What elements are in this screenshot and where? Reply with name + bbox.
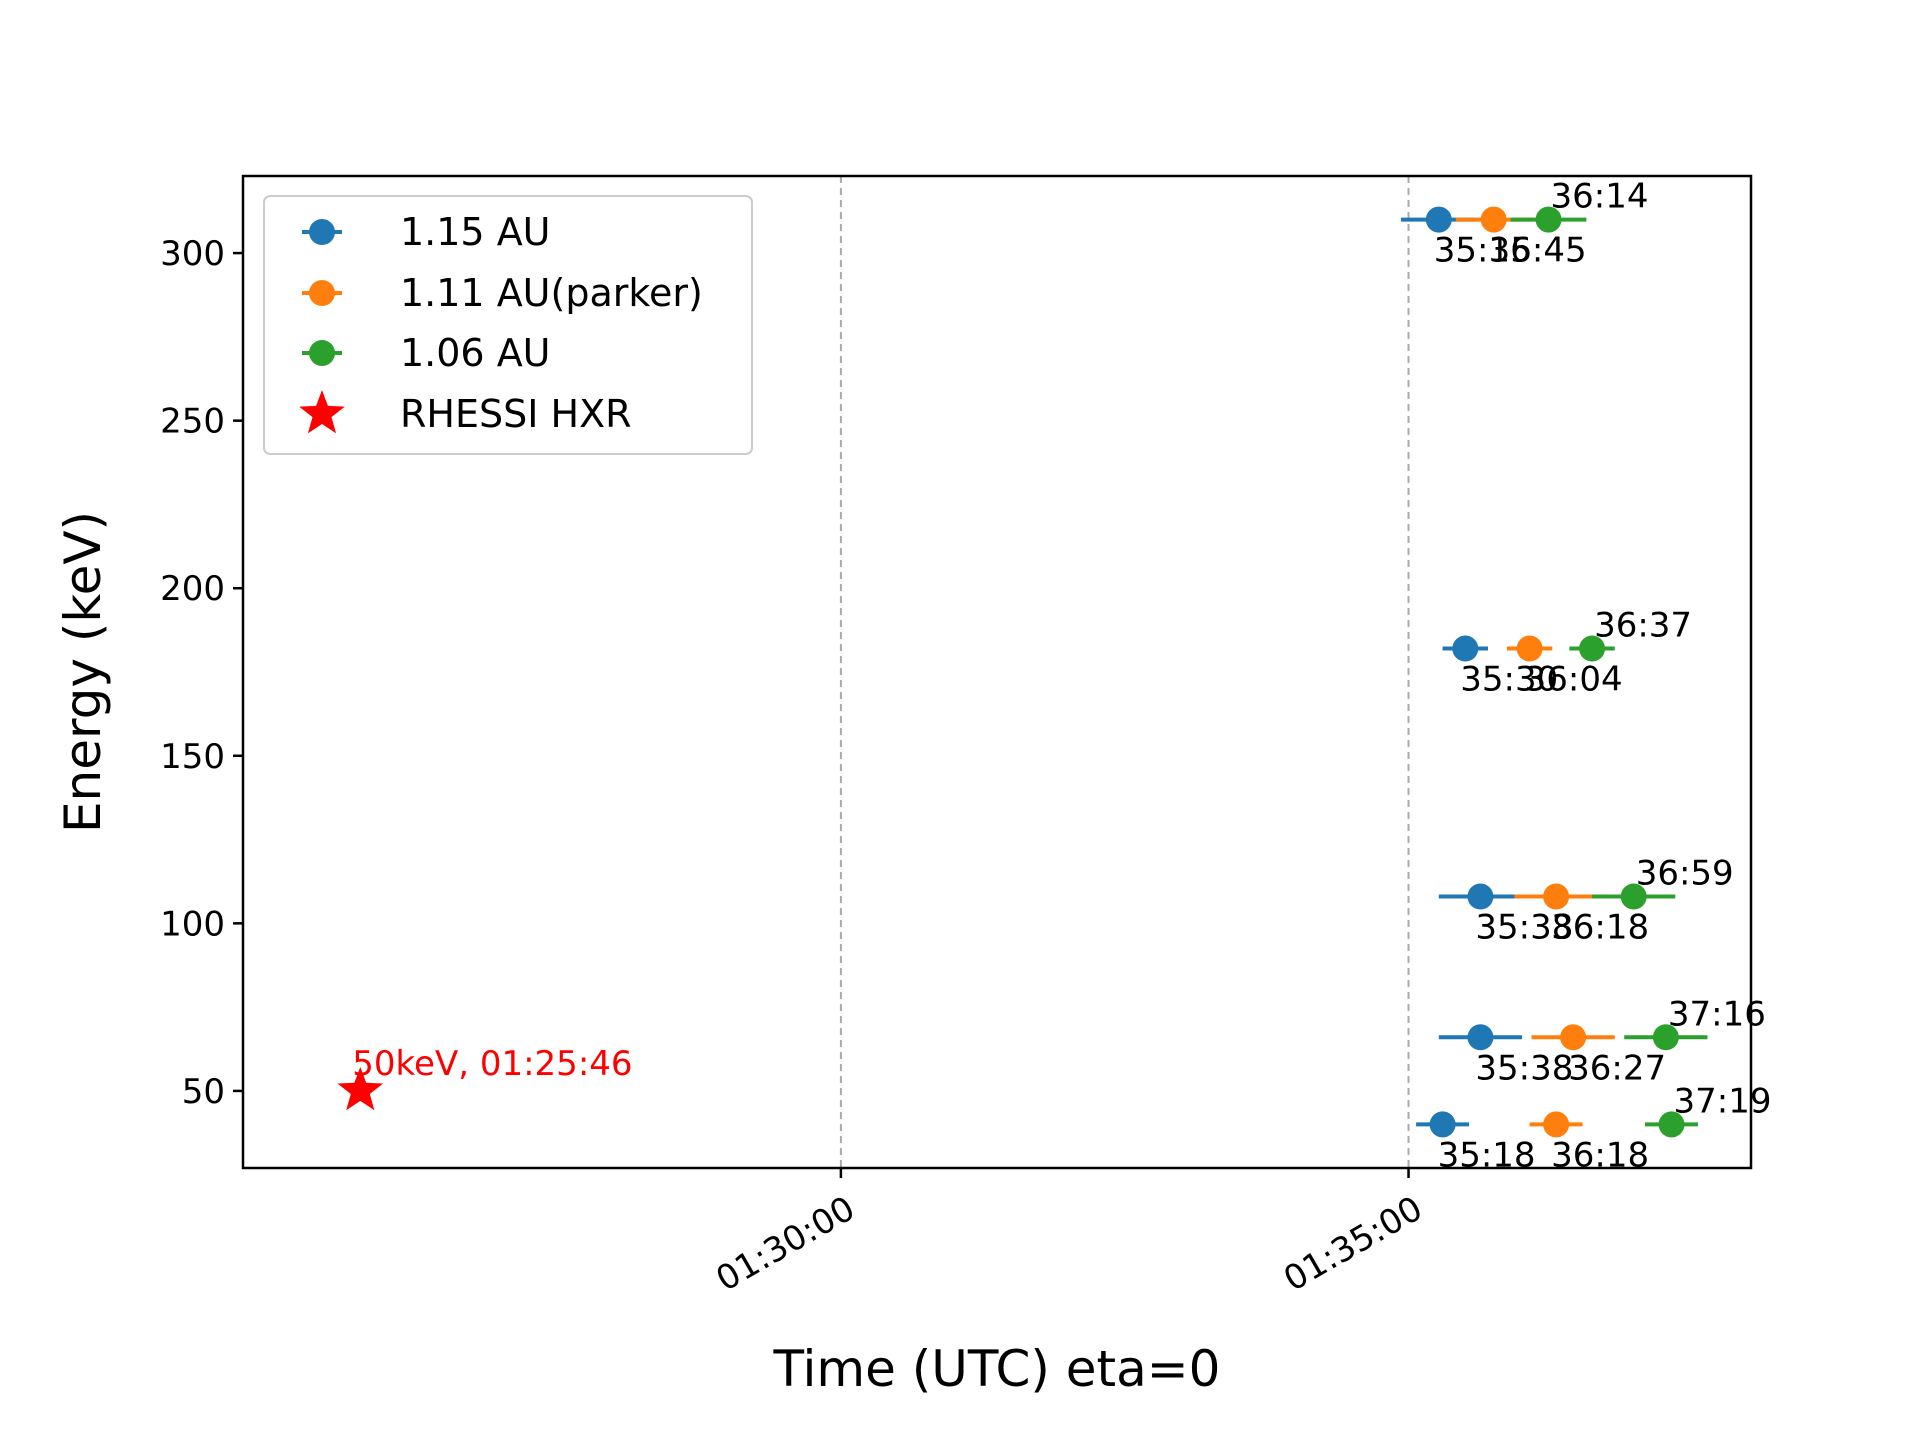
x-axis-label: Time (UTC) eta=0 [773, 1340, 1221, 1398]
star-marker [337, 1066, 384, 1111]
y-tick-label: 150 [160, 737, 225, 777]
data-point [1467, 1024, 1494, 1051]
data-point [1543, 883, 1570, 910]
axes-frame [241, 174, 1753, 1170]
data-label: 35:30 [1460, 660, 1558, 700]
y-tick-label: 100 [160, 904, 225, 944]
data-label: 36:59 [1636, 854, 1734, 894]
legend-label: 1.11 AU(parker) [400, 271, 703, 315]
legend-box [263, 195, 753, 455]
data-label: 36:27 [1568, 1048, 1666, 1088]
data-label: 36:18 [1551, 908, 1649, 948]
data-label: 35:16 [1434, 231, 1532, 271]
legend-star-marker [299, 390, 345, 434]
data-label: 35:38 [1475, 908, 1573, 948]
y-tick-label: 200 [160, 569, 225, 609]
legend-label: 1.15 AU [400, 210, 551, 254]
y-tick-label: 50 [182, 1072, 225, 1112]
data-point [1429, 1111, 1456, 1138]
y-axis-label: Energy (keV) [54, 511, 112, 833]
data-point [1658, 1111, 1685, 1138]
data-point [1425, 206, 1452, 233]
data-label: 37:19 [1674, 1081, 1772, 1121]
data-point [1467, 883, 1494, 910]
data-point [1516, 635, 1543, 662]
legend-marker [309, 340, 335, 366]
legend-marker [309, 219, 335, 245]
y-tick-label: 250 [160, 402, 225, 442]
y-tick-label: 300 [160, 234, 225, 274]
data-label: 35:18 [1438, 1135, 1536, 1175]
legend: 1.15 AU 1.11 AU(parker) 1.06 AU RHESSI HXR [263, 195, 753, 455]
data-point [1452, 635, 1479, 662]
data-label: 35:45 [1489, 231, 1587, 271]
legend-marker [309, 280, 335, 306]
data-label: 35:38 [1475, 1048, 1573, 1088]
data-point [1543, 1111, 1570, 1138]
data-label: 36:37 [1594, 606, 1692, 646]
data-point [1620, 883, 1647, 910]
data-point [1579, 635, 1606, 662]
data-point [1535, 206, 1562, 233]
legend-label: RHESSI HXR [400, 392, 632, 436]
data-label: 36:14 [1551, 177, 1649, 217]
data-label: 37:16 [1668, 994, 1766, 1034]
data-label: 36:18 [1551, 1135, 1649, 1175]
data-point [1652, 1024, 1679, 1051]
legend-label: 1.06 AU [400, 331, 551, 375]
data-point [1560, 1024, 1587, 1051]
data-point [1480, 206, 1507, 233]
data-label: 36:04 [1525, 660, 1623, 700]
marker-label: 50keV, 01:25:46 [352, 1044, 632, 1084]
